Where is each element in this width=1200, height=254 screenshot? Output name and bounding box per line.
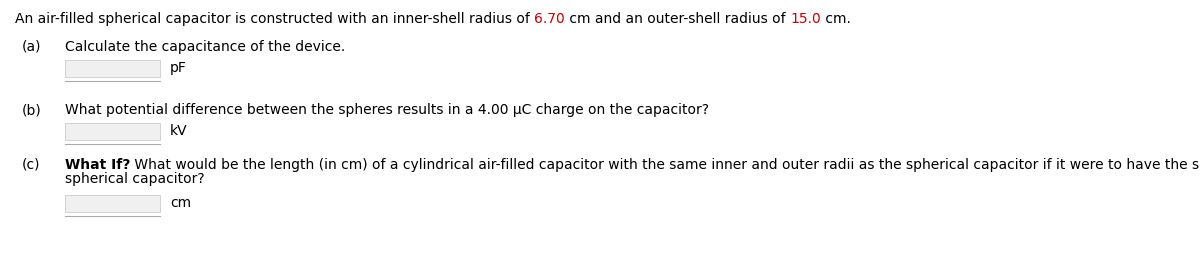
Text: cm.: cm. bbox=[821, 12, 851, 26]
Bar bbox=[65, 195, 160, 212]
Text: What would be the length (in cm) of a cylindrical air-filled capacitor with the : What would be the length (in cm) of a cy… bbox=[131, 158, 1200, 172]
Text: cm and an outer-shell radius of: cm and an outer-shell radius of bbox=[565, 12, 790, 26]
Text: An air-filled spherical capacitor is constructed with an inner-shell radius of: An air-filled spherical capacitor is con… bbox=[14, 12, 534, 26]
Text: (b): (b) bbox=[22, 103, 42, 117]
Text: What If?: What If? bbox=[65, 158, 131, 172]
Text: 6.70: 6.70 bbox=[534, 12, 565, 26]
Text: kV: kV bbox=[170, 124, 187, 138]
Text: 15.0: 15.0 bbox=[790, 12, 821, 26]
Text: What potential difference between the spheres results in a 4.00 μC charge on the: What potential difference between the sp… bbox=[65, 103, 709, 117]
Text: pF: pF bbox=[170, 61, 187, 75]
Text: spherical capacitor?: spherical capacitor? bbox=[65, 172, 205, 186]
Text: Calculate the capacitance of the device.: Calculate the capacitance of the device. bbox=[65, 40, 346, 54]
Text: (c): (c) bbox=[22, 158, 41, 172]
Bar bbox=[65, 60, 160, 77]
Bar bbox=[65, 123, 160, 140]
Text: (a): (a) bbox=[22, 40, 42, 54]
Text: cm: cm bbox=[170, 196, 191, 210]
